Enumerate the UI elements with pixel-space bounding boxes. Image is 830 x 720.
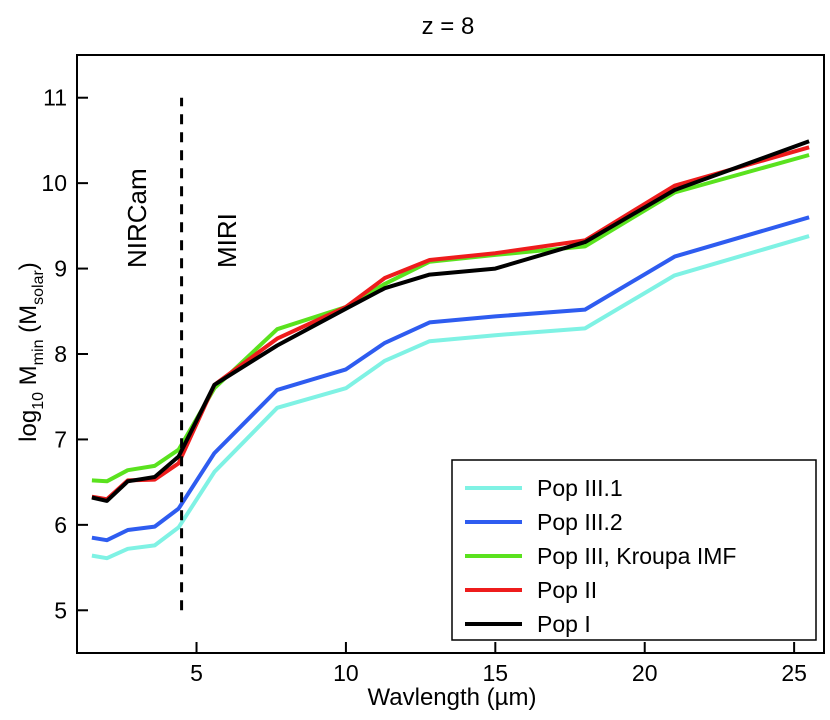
y-tick-label: 5 [54, 597, 67, 623]
annotation-nircam: NIRCam [122, 168, 152, 268]
y-label-sub-10: 10 [30, 392, 47, 410]
legend-label: Pop III.2 [537, 509, 623, 535]
y-axis-ticks: 5 6 7 8 9 10 11 [41, 85, 88, 623]
x-tick-label: 15 [483, 660, 509, 686]
x-tick-label: 20 [632, 660, 658, 686]
y-tick-label: 7 [54, 426, 67, 452]
series-line-pop-iii-2 [91, 215, 810, 543]
y-tick-label: 10 [41, 170, 67, 196]
x-tick-label: 5 [190, 660, 203, 686]
chart-title: z = 8 [422, 13, 475, 40]
legend: Pop III.1 Pop III.2 Pop III, Kroupa IMF Pop… [451, 459, 817, 641]
legend-label: Pop I [537, 611, 591, 637]
y-tick-label: 9 [54, 256, 67, 282]
series-line-pop-ii [91, 145, 810, 502]
legend-label: Pop III, Kroupa IMF [537, 543, 736, 569]
x-tick-label: 10 [333, 660, 359, 686]
x-axis-ticks: 5 10 15 20 25 [190, 642, 807, 686]
legend-label: Pop II [537, 577, 597, 603]
y-label-sub-min: min [30, 340, 47, 366]
annotation-miri: MIRI [212, 213, 242, 268]
series-line-pop-iii-kroupa-imf [91, 153, 810, 484]
y-label-m: M [15, 365, 42, 392]
series-line-pop-iii-1 [91, 234, 810, 561]
y-label-log: log [15, 410, 42, 442]
y-axis-label: log10 Mmin (Msolar) [15, 262, 47, 442]
x-tick-label: 25 [781, 660, 807, 686]
series-line-pop-i [91, 139, 810, 503]
y-tick-label: 6 [54, 512, 67, 538]
y-label-open: (M [15, 305, 42, 340]
legend-label: Pop III.1 [537, 475, 623, 501]
y-label-sub-solar: solar [30, 270, 47, 305]
series-lines [91, 139, 810, 561]
y-tick-label: 11 [43, 85, 67, 111]
y-label-close: ) [15, 262, 42, 270]
y-tick-label: 8 [54, 341, 67, 367]
x-axis-label: Wavlength (µm) [368, 684, 537, 711]
